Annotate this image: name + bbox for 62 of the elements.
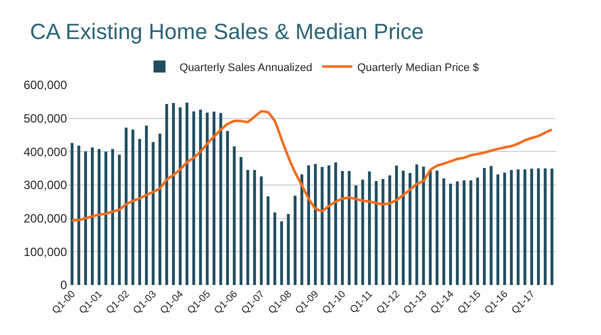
bar bbox=[408, 173, 412, 285]
bar bbox=[90, 147, 94, 285]
bar bbox=[320, 167, 324, 285]
line-series bbox=[70, 110, 554, 222]
y-tick-label: 400,000 bbox=[24, 144, 68, 159]
bar bbox=[354, 185, 358, 285]
bar bbox=[286, 214, 290, 285]
bar bbox=[70, 143, 74, 285]
legend-label: Quarterly Sales Annualized bbox=[180, 62, 312, 74]
bar bbox=[510, 170, 513, 285]
bar bbox=[334, 162, 338, 285]
bar bbox=[294, 196, 297, 285]
bar bbox=[382, 179, 384, 285]
bar bbox=[266, 196, 270, 285]
bar bbox=[482, 168, 486, 285]
bar bbox=[314, 164, 317, 285]
bar bbox=[131, 130, 134, 285]
bar bbox=[152, 142, 155, 285]
bar bbox=[368, 171, 371, 285]
bar bbox=[537, 168, 540, 285]
bar bbox=[111, 149, 114, 285]
bar bbox=[422, 166, 425, 285]
bar bbox=[341, 171, 344, 285]
bar bbox=[84, 151, 87, 285]
bar bbox=[118, 154, 121, 285]
y-tick-label: 600,000 bbox=[24, 78, 68, 92]
bar bbox=[226, 131, 229, 285]
y-tick-label: 100,000 bbox=[24, 244, 68, 259]
bar bbox=[496, 174, 500, 285]
y-tick-label: 200,000 bbox=[24, 212, 68, 226]
bar bbox=[550, 168, 554, 285]
bar bbox=[469, 180, 472, 285]
bar bbox=[462, 180, 466, 285]
bar bbox=[523, 169, 526, 285]
bar bbox=[172, 103, 175, 285]
bar bbox=[300, 174, 304, 285]
bar bbox=[307, 165, 310, 285]
bar bbox=[395, 166, 398, 285]
bar bbox=[503, 172, 506, 285]
bar bbox=[98, 149, 101, 285]
bar bbox=[516, 169, 520, 285]
bar bbox=[240, 157, 242, 285]
y-tick-label: 300,000 bbox=[24, 178, 68, 192]
bar bbox=[253, 170, 256, 285]
legend-label: Quarterly Median Price $ bbox=[357, 62, 479, 74]
bar bbox=[490, 166, 493, 285]
bar bbox=[436, 170, 438, 285]
bar bbox=[476, 178, 480, 285]
bar bbox=[199, 110, 202, 285]
bar bbox=[186, 102, 188, 285]
bar bbox=[144, 126, 148, 285]
y-tick-label: 0 bbox=[60, 278, 68, 292]
bar bbox=[327, 165, 330, 285]
bar bbox=[138, 139, 142, 285]
chart-title: CA Existing Home Sales & Median Price bbox=[30, 18, 424, 44]
bar bbox=[158, 134, 162, 285]
bar bbox=[104, 152, 108, 285]
y-tick-label: 500,000 bbox=[24, 112, 68, 126]
bar bbox=[449, 184, 452, 285]
bar bbox=[124, 128, 128, 285]
bar bbox=[280, 221, 283, 285]
bar bbox=[212, 112, 216, 285]
